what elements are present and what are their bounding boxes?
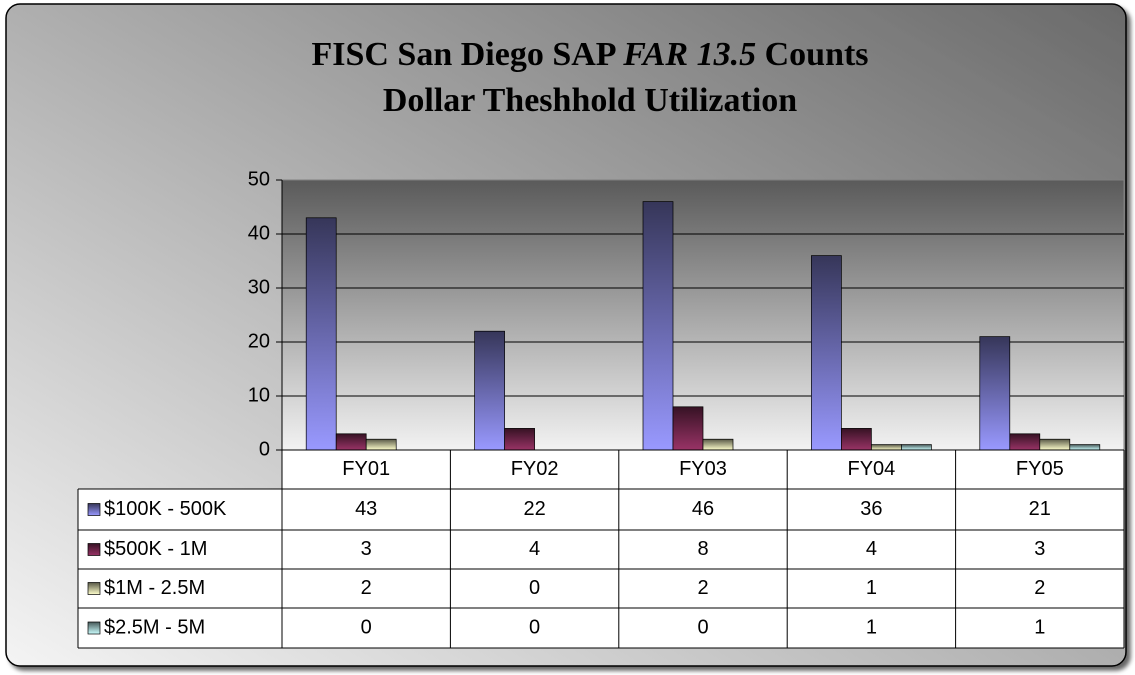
x-tick-label: FY03 — [679, 458, 727, 480]
bar — [811, 255, 842, 451]
title-part: FISC San Diego SAP — [311, 36, 615, 73]
bar — [1009, 433, 1041, 451]
legend-key — [87, 582, 101, 595]
x-tick-label: FY04 — [847, 458, 895, 480]
bar — [672, 406, 704, 451]
bar — [365, 438, 397, 451]
table-value: 0 — [697, 616, 708, 638]
legend-key — [87, 621, 101, 635]
legend-key — [87, 503, 101, 516]
x-tick-label: FY05 — [1016, 458, 1064, 480]
title-part: FAR 13.5 — [622, 36, 756, 73]
table-value: 1 — [1034, 616, 1045, 638]
table-value: 2 — [697, 577, 708, 599]
table-value: 2 — [1034, 577, 1045, 599]
legend-label: $1M - 2.5M — [104, 577, 205, 599]
x-tick-label: FY01 — [342, 458, 390, 480]
table-value: 3 — [1034, 538, 1045, 560]
bar — [979, 336, 1011, 451]
x-tick-label: FY02 — [511, 458, 559, 480]
table-value: 4 — [866, 538, 877, 560]
bar — [504, 428, 535, 451]
table-bg — [282, 450, 1124, 648]
table-value: 1 — [866, 616, 877, 638]
table-value: 4 — [529, 538, 540, 560]
table-value: 36 — [860, 498, 882, 520]
table-value: 2 — [361, 577, 372, 599]
table-value: 43 — [355, 498, 377, 520]
y-tick-label: 40 — [248, 222, 270, 244]
table-value: 0 — [529, 577, 540, 599]
chart-subtitle: Dollar Theshhold Utilization — [383, 82, 797, 119]
bar — [642, 201, 674, 451]
bar — [841, 428, 872, 451]
bar — [901, 444, 932, 451]
table-value: 1 — [866, 577, 877, 599]
table-value: 0 — [529, 616, 540, 638]
y-tick-label: 0 — [259, 438, 270, 460]
legend-label: $500K - 1M — [104, 538, 207, 560]
bar — [702, 438, 734, 451]
bar — [871, 444, 902, 451]
bar — [1069, 444, 1101, 451]
table-value: 21 — [1029, 498, 1051, 520]
table-value: 46 — [692, 498, 714, 520]
bar — [305, 217, 337, 451]
table-value: 3 — [361, 538, 372, 560]
y-tick-label: 50 — [248, 168, 270, 190]
title-part: Counts — [765, 36, 869, 73]
table-value: 8 — [697, 538, 708, 560]
bar — [474, 330, 505, 451]
y-tick-label: 20 — [248, 330, 270, 352]
y-tick-label: 30 — [248, 276, 270, 298]
chart-title: FISC San Diego SAP FAR 13.5 Counts — [311, 36, 868, 73]
table-value: 22 — [523, 498, 545, 520]
table-value: 0 — [361, 616, 372, 638]
bar — [335, 433, 367, 451]
legend-key — [87, 543, 101, 556]
y-tick-label: 10 — [248, 384, 270, 406]
legend-label: $2.5M - 5M — [104, 616, 205, 638]
bar — [1039, 438, 1071, 451]
legend-label: $100K - 500K — [104, 498, 227, 520]
